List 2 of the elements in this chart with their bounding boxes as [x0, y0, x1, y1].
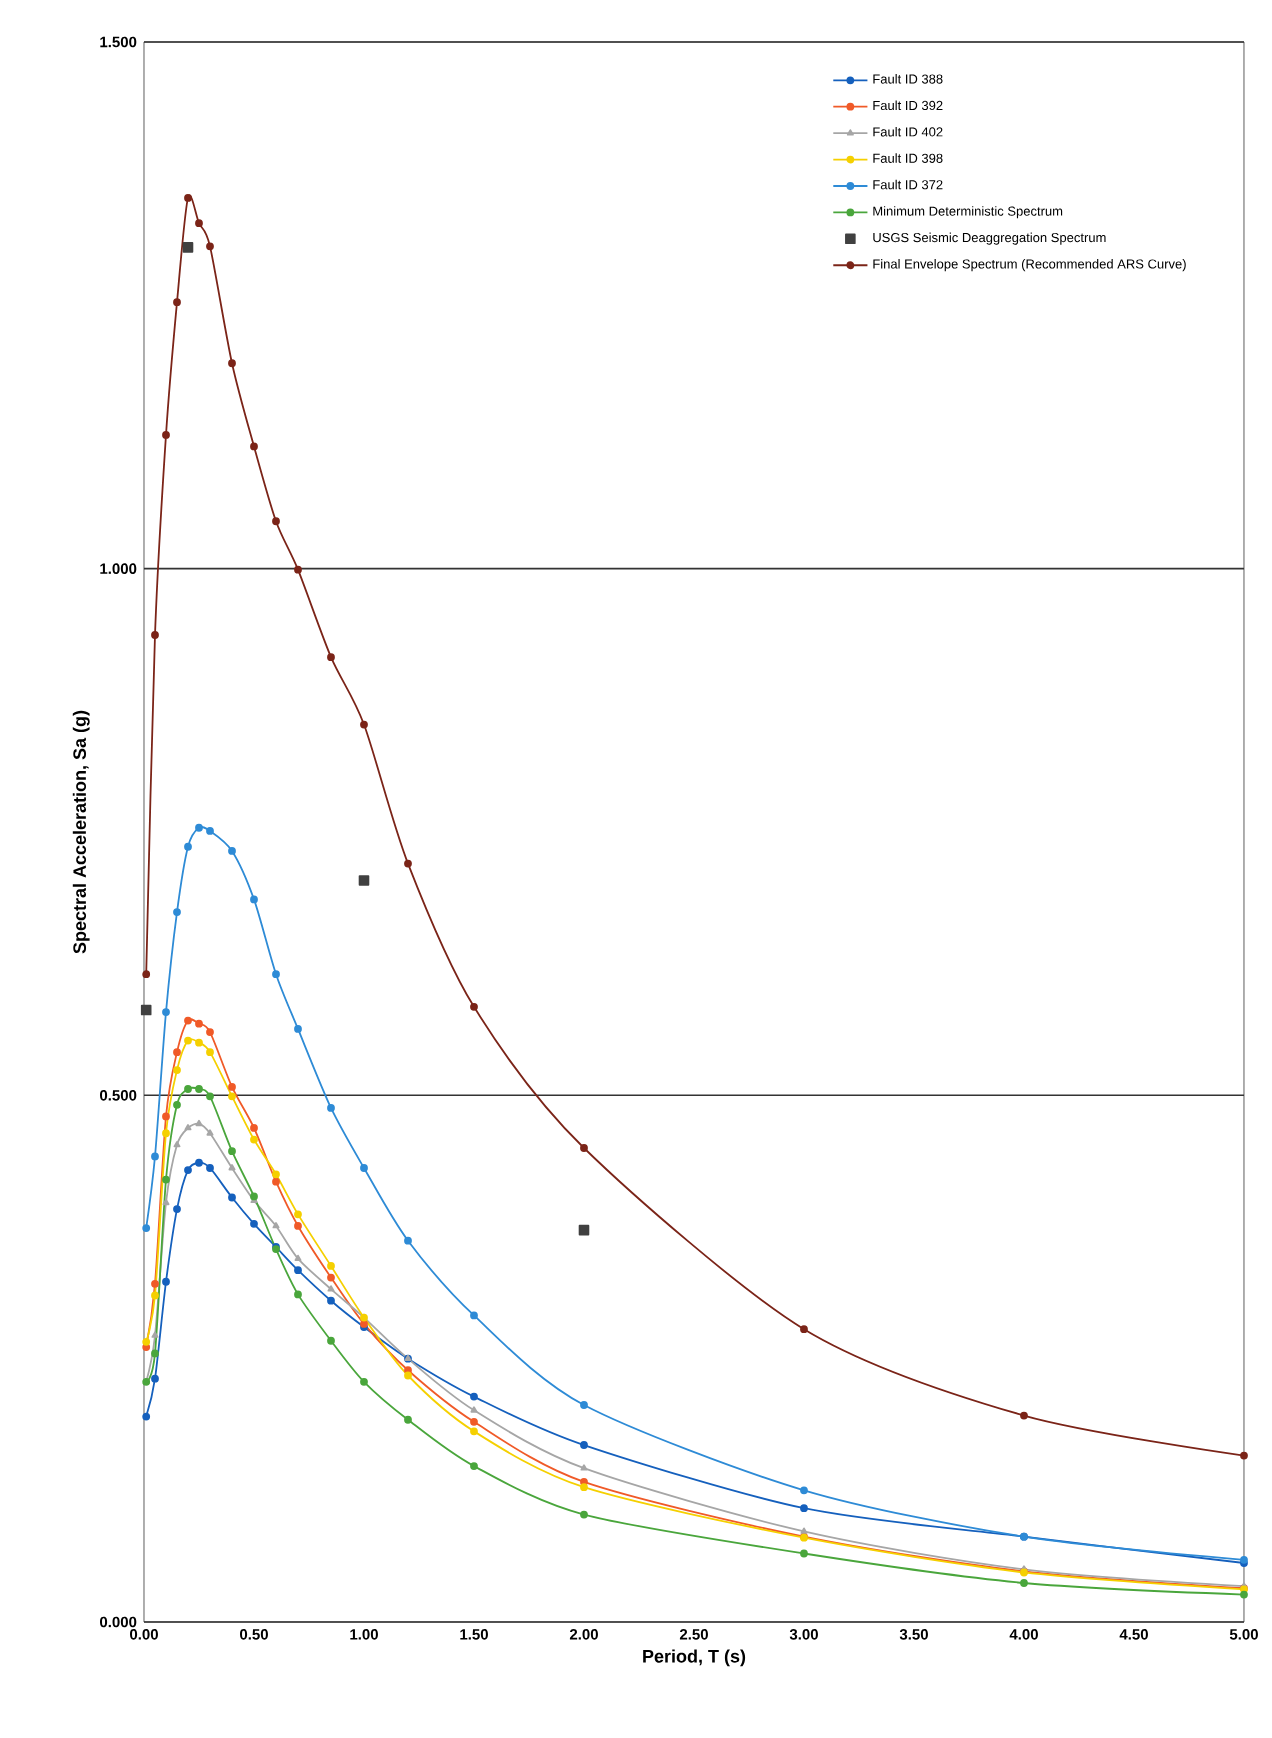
x-axis-title: Period, T (s): [643, 1649, 746, 1667]
y-axis-title: Spectral Acceleration, Sa (g): [72, 710, 90, 954]
